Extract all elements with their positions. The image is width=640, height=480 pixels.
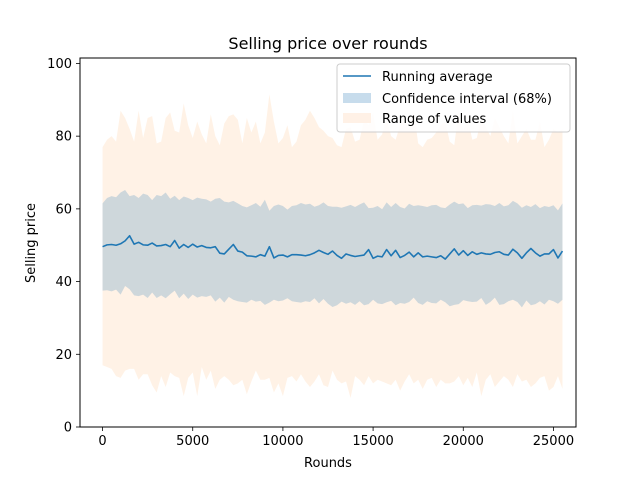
- y-axis-ticks: 0 20 40 60 80 100: [47, 57, 80, 436]
- running-average-line-layer: [102, 234, 564, 260]
- y-tick-label: 60: [55, 202, 72, 217]
- chart-title: Selling price over rounds: [228, 34, 427, 53]
- y-tick-label: 100: [47, 57, 72, 72]
- y-tick-label: 80: [55, 130, 72, 145]
- range-of-values-band: [102, 94, 563, 398]
- x-tick-label: 10000: [262, 434, 303, 449]
- x-tick-label: 15000: [352, 434, 393, 449]
- x-tick-label: 0: [98, 434, 106, 449]
- x-tick-label: 5000: [176, 434, 209, 449]
- y-axis-label: Selling price: [24, 203, 39, 283]
- y-tick-label: 20: [55, 348, 72, 363]
- x-tick-label: 20000: [443, 434, 484, 449]
- y-tick-label: 0: [64, 421, 72, 436]
- legend-confidence-interval-label: Confidence interval (68%): [382, 92, 552, 107]
- legend-confidence-interval-swatch: [343, 93, 371, 103]
- running-average-line: [102, 234, 564, 260]
- legend-range-of-values-label: Range of values: [382, 112, 487, 127]
- range-of-values-band-layer: [102, 94, 563, 398]
- x-tick-label: 25000: [533, 434, 574, 449]
- axes-frame: [79, 57, 577, 428]
- legend-running-average-label: Running average: [382, 70, 493, 85]
- legend-range-of-values-swatch: [343, 113, 371, 123]
- confidence-interval-band: [102, 189, 563, 308]
- legend: Running average Confidence interval (68%…: [336, 63, 571, 133]
- confidence-interval-band-layer: [102, 189, 563, 308]
- x-axis-label: Rounds: [304, 456, 352, 471]
- x-axis-ticks: 0 5000 10000 15000 20000 25000: [98, 427, 574, 449]
- legend-box: [336, 63, 571, 133]
- y-tick-label: 40: [55, 275, 72, 290]
